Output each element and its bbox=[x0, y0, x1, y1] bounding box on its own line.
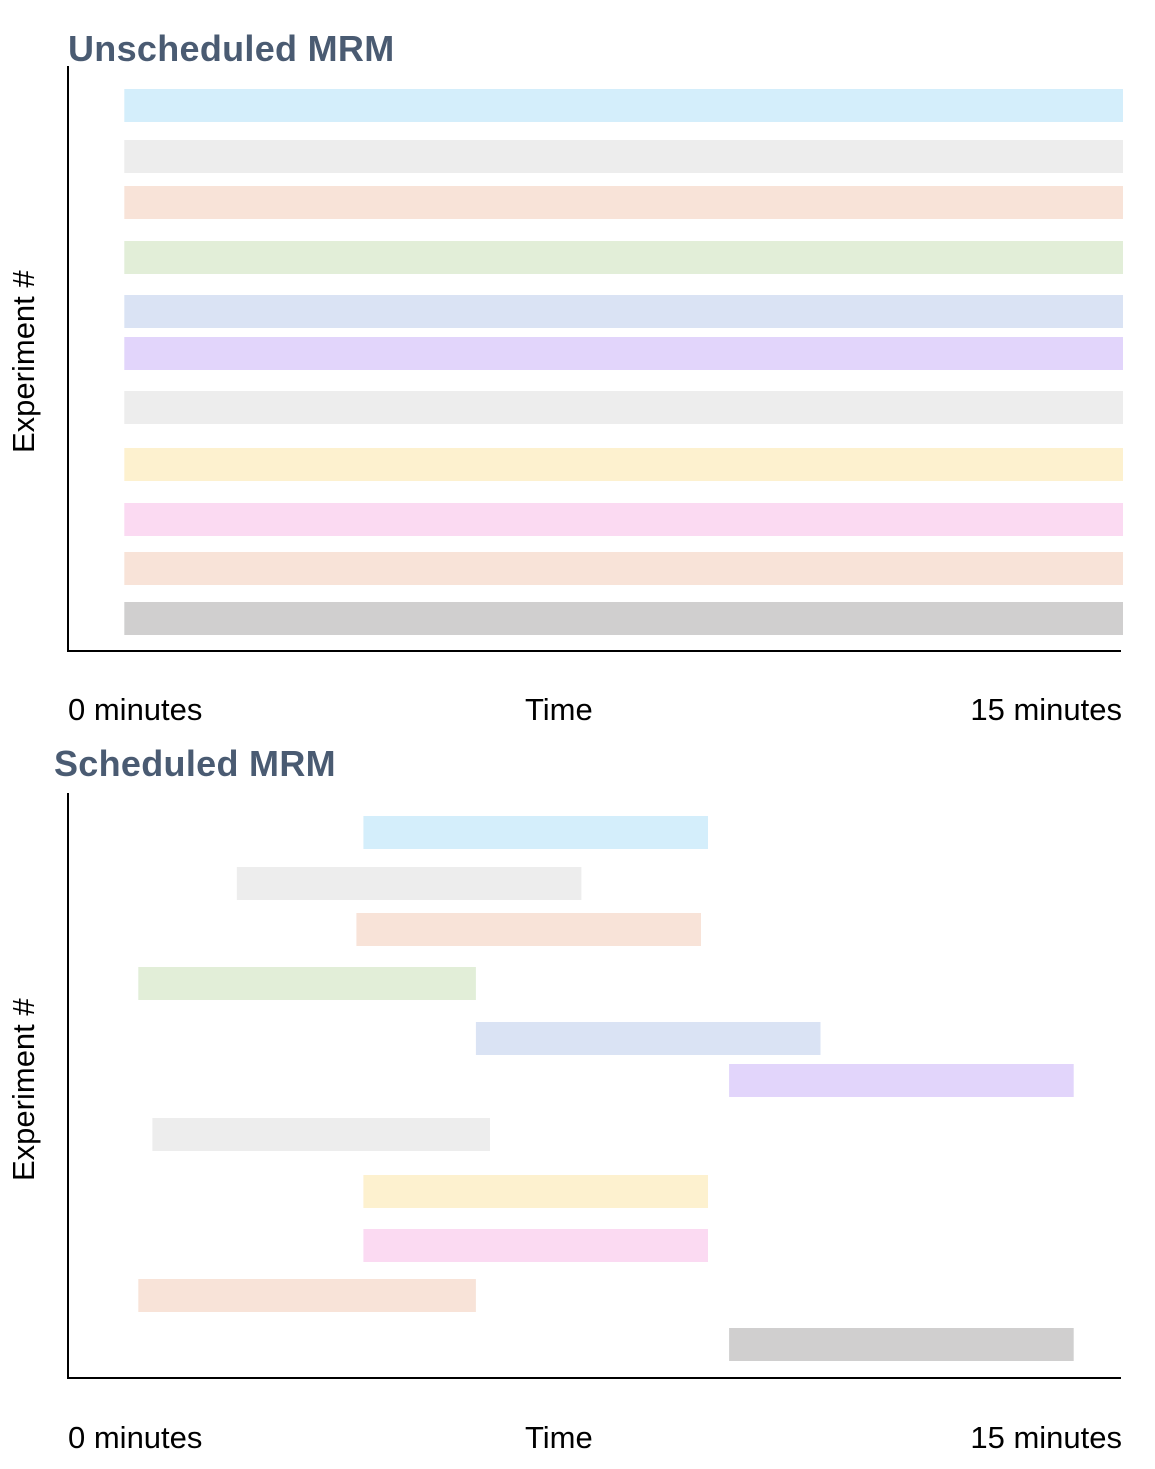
gantt-bar-experiment-4 bbox=[138, 967, 476, 1000]
bars-group bbox=[138, 816, 1074, 1361]
chart-title: Scheduled MRM bbox=[54, 743, 336, 784]
gantt-bar-experiment-6 bbox=[124, 337, 1124, 370]
gantt-bar-experiment-7 bbox=[152, 1118, 490, 1151]
gantt-bar-experiment-8 bbox=[363, 1175, 708, 1208]
x-tick-label-end: 15 minutes bbox=[970, 1420, 1122, 1455]
scheduled-chart: Scheduled MRM Experiment # 0 minutes Tim… bbox=[0, 735, 1155, 1469]
gantt-bar-experiment-3 bbox=[356, 913, 701, 946]
gantt-bar-experiment-10 bbox=[124, 552, 1124, 585]
x-tick-label-start: 0 minutes bbox=[68, 1420, 203, 1455]
x-axis-label: Time bbox=[525, 1420, 593, 1455]
gantt-bar-experiment-9 bbox=[124, 503, 1124, 536]
gantt-bar-experiment-3 bbox=[124, 186, 1124, 219]
gantt-bar-experiment-4 bbox=[124, 241, 1124, 274]
gantt-bar-experiment-8 bbox=[124, 448, 1124, 481]
gantt-bar-experiment-1 bbox=[124, 89, 1124, 122]
scheduled-plot-area bbox=[67, 793, 1121, 1379]
gantt-bar-experiment-11 bbox=[124, 602, 1124, 635]
chart-title: Unscheduled MRM bbox=[68, 28, 395, 69]
gantt-bar-experiment-7 bbox=[124, 391, 1124, 424]
unscheduled-chart: Unscheduled MRM Experiment # 0 minutes T… bbox=[6, 28, 1124, 727]
x-axis-label: Time bbox=[525, 692, 593, 727]
gantt-bar-experiment-2 bbox=[124, 140, 1124, 173]
gantt-bar-experiment-6 bbox=[729, 1064, 1074, 1097]
x-tick-label-end: 15 minutes bbox=[970, 692, 1122, 727]
gantt-bar-experiment-11 bbox=[729, 1328, 1074, 1361]
gantt-bar-experiment-5 bbox=[124, 295, 1124, 328]
x-tick-label-start: 0 minutes bbox=[68, 692, 203, 727]
gantt-bar-experiment-5 bbox=[475, 1022, 821, 1055]
gantt-bar-experiment-2 bbox=[236, 867, 582, 900]
gantt-bar-experiment-9 bbox=[363, 1229, 708, 1262]
bars-group bbox=[124, 89, 1124, 635]
gantt-bar-experiment-10 bbox=[138, 1279, 476, 1312]
gantt-bar-experiment-1 bbox=[363, 816, 708, 849]
unscheduled-plot-area bbox=[67, 66, 1124, 652]
